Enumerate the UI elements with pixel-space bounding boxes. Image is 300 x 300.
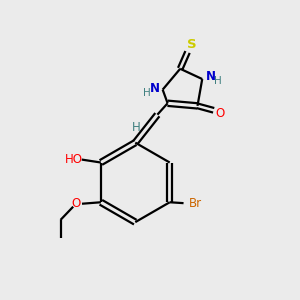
Text: H: H [143, 88, 151, 98]
Text: O: O [215, 107, 224, 120]
Text: H: H [132, 121, 140, 134]
Text: O: O [71, 197, 81, 210]
Text: Br: Br [189, 197, 202, 210]
Text: S: S [187, 38, 197, 51]
Text: HO: HO [65, 153, 83, 166]
Text: N: N [149, 82, 159, 95]
Text: H: H [214, 76, 221, 86]
Text: N: N [206, 70, 215, 83]
